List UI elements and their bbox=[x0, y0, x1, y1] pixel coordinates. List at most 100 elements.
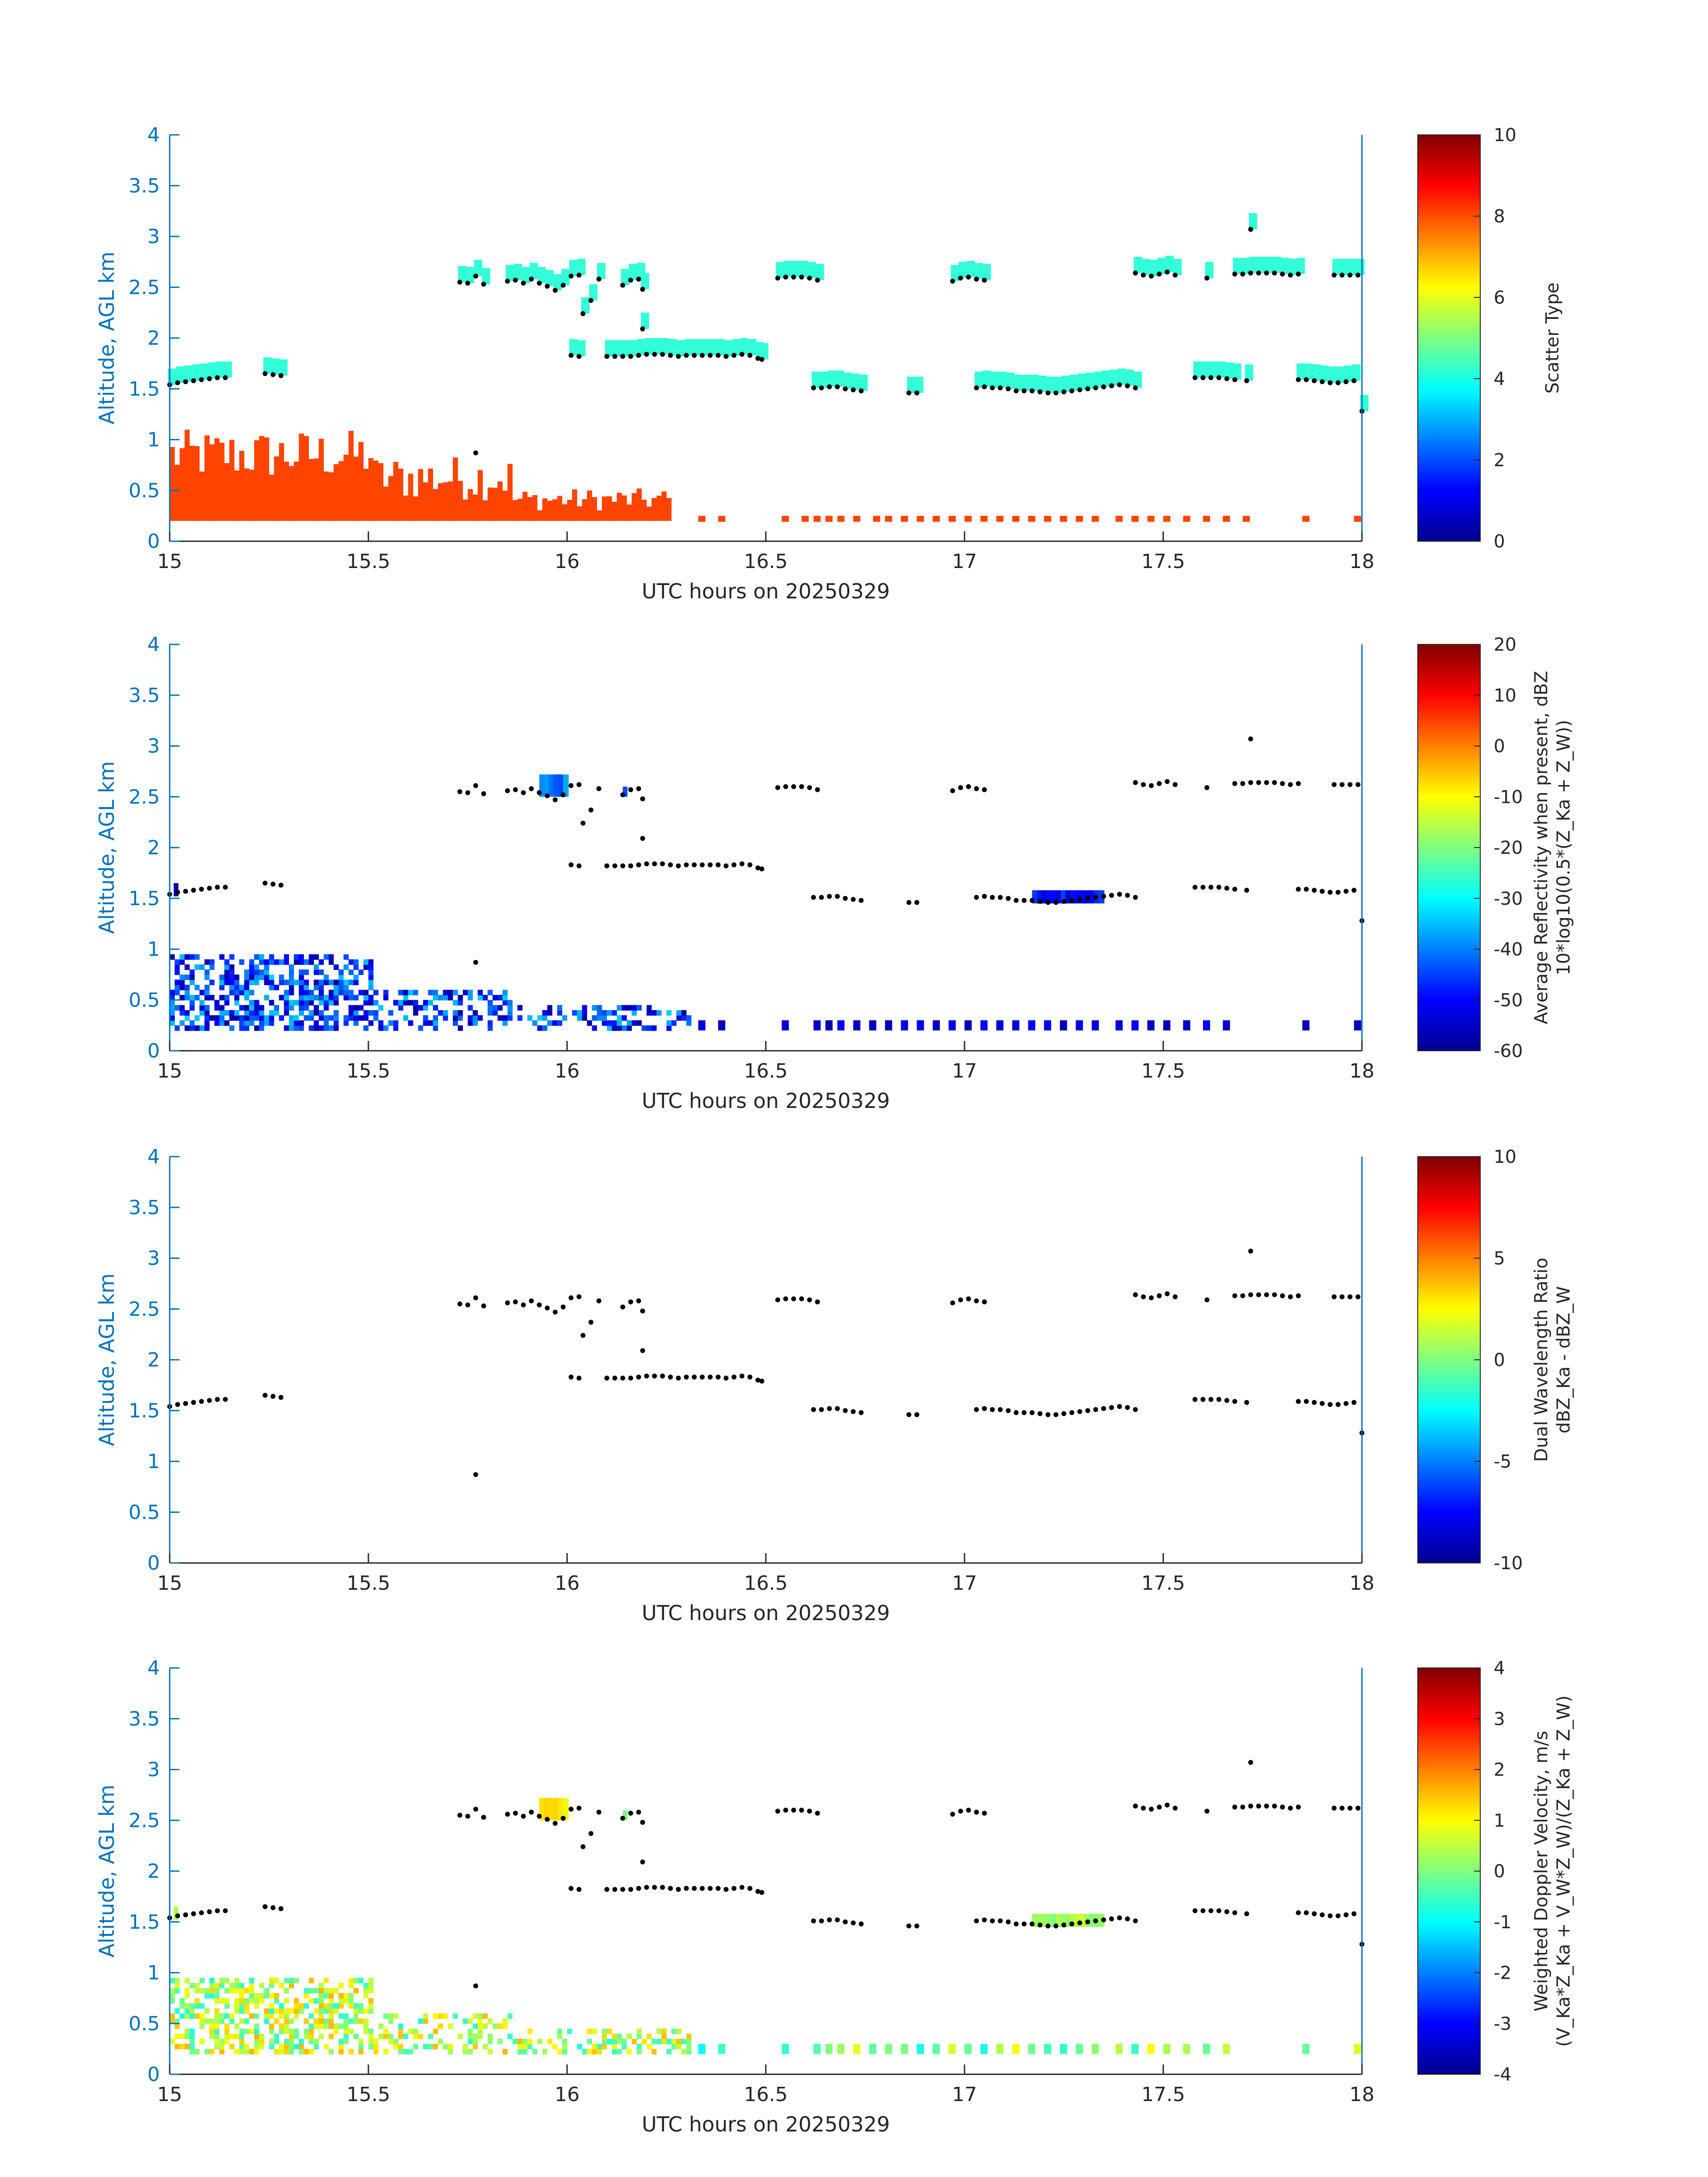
radar-cell bbox=[274, 1993, 280, 1999]
radar-cell bbox=[229, 1025, 234, 1031]
cloud-base-point bbox=[914, 1412, 919, 1417]
radar-cell bbox=[299, 979, 304, 986]
radar-cell bbox=[507, 2034, 513, 2039]
cloud-cell bbox=[1340, 259, 1349, 275]
x-tick-label: 15.5 bbox=[347, 550, 390, 573]
radar-cell bbox=[592, 2049, 597, 2055]
radar-cell bbox=[348, 1015, 354, 1021]
liquid-cell bbox=[175, 464, 180, 521]
cloud-base-point bbox=[707, 862, 713, 868]
cloud-cell bbox=[677, 340, 685, 356]
radar-cell bbox=[313, 2018, 319, 2024]
cloud-base-point bbox=[1336, 890, 1341, 895]
cloud-cell bbox=[1157, 258, 1166, 274]
radar-cell bbox=[199, 2013, 205, 2019]
radar-cell bbox=[592, 2028, 597, 2034]
radar-cell bbox=[309, 1000, 314, 1006]
radar-cell bbox=[343, 994, 349, 1001]
cloud-base-point bbox=[950, 1300, 955, 1306]
radar-cell bbox=[175, 1005, 180, 1011]
radar-cell bbox=[477, 2023, 483, 2029]
cloud-cell bbox=[907, 376, 916, 393]
cloud-base-point bbox=[1232, 1805, 1237, 1810]
radar-cell bbox=[269, 1993, 274, 1999]
liquid-cell bbox=[651, 498, 657, 521]
radar-cell bbox=[234, 1010, 240, 1016]
radar-cell bbox=[338, 2039, 344, 2044]
cloud-base-point bbox=[636, 862, 641, 868]
cloud-base-point bbox=[1347, 782, 1353, 787]
cloud-base-point bbox=[747, 1886, 752, 1891]
y-tick-label: 0 bbox=[147, 2063, 160, 2086]
radar-cell bbox=[289, 1025, 294, 1031]
cloud-base-point bbox=[1336, 1402, 1341, 1407]
liquid-cell bbox=[329, 472, 334, 521]
radar-cell bbox=[254, 954, 259, 960]
y-tick-label: 0.5 bbox=[129, 2012, 160, 2035]
radar-cell bbox=[383, 2013, 388, 2019]
radar-cell bbox=[279, 2028, 284, 2034]
radar-cell bbox=[289, 1977, 294, 1984]
y-tick-label: 0 bbox=[147, 1040, 160, 1062]
radar-cell bbox=[358, 969, 364, 975]
cloud-cell bbox=[1304, 363, 1313, 380]
radar-cell bbox=[398, 2034, 404, 2039]
radar-cell bbox=[656, 2028, 662, 2034]
colorbar-label: Average Reflectivity when present, dBZ bbox=[1531, 671, 1552, 1024]
cloud-cell bbox=[1038, 376, 1047, 392]
radar-cell bbox=[254, 974, 259, 980]
cloud-base-point bbox=[811, 894, 816, 900]
radar-cell bbox=[189, 1005, 195, 1011]
radar-cell bbox=[813, 2043, 821, 2054]
x-tick-label: 16 bbox=[555, 550, 580, 573]
radar-cell bbox=[175, 990, 180, 995]
liquid-cell bbox=[1012, 516, 1019, 522]
x-axis-label: UTC hours on 20250329 bbox=[642, 2112, 890, 2136]
cloud-base-point bbox=[1248, 227, 1253, 232]
radar-cell bbox=[189, 2028, 195, 2034]
radar-cell bbox=[309, 1998, 314, 2004]
cloud-cell bbox=[458, 266, 467, 282]
radar-cell bbox=[408, 1000, 413, 1006]
radar-cell bbox=[517, 2049, 523, 2055]
radar-cell bbox=[582, 1005, 587, 1011]
radar-cell bbox=[612, 2043, 617, 2050]
radar-cell bbox=[254, 2043, 259, 2050]
radar-cell bbox=[249, 969, 255, 975]
cloud-base-point bbox=[1101, 894, 1106, 899]
cloud-base-point bbox=[465, 790, 470, 795]
x-tick-label: 18 bbox=[1349, 1572, 1374, 1595]
cloud-base-point bbox=[1296, 781, 1301, 786]
radar-cell bbox=[622, 1015, 627, 1021]
radar-cell bbox=[408, 990, 413, 995]
cloud-base-point bbox=[1125, 383, 1130, 389]
radar-cell bbox=[398, 2028, 404, 2034]
radar-cell bbox=[448, 994, 453, 1001]
radar-cell bbox=[318, 1015, 324, 1021]
radar-cell bbox=[259, 1998, 264, 2004]
radar-cell bbox=[641, 1025, 647, 1031]
cloud-base-point bbox=[620, 283, 626, 288]
liquid-cell bbox=[825, 516, 833, 522]
radar-cell bbox=[418, 2034, 423, 2039]
cloud-cell bbox=[529, 263, 538, 280]
cloud-cell bbox=[1062, 376, 1071, 392]
radar-cell bbox=[214, 1998, 220, 2004]
cloud-base-point bbox=[799, 784, 804, 789]
colorbar-tick-label: 4 bbox=[1494, 1658, 1505, 1679]
colorbar-tick-label: 0 bbox=[1494, 736, 1505, 757]
cloud-base-point bbox=[1141, 272, 1146, 278]
radar-cell bbox=[219, 2018, 225, 2024]
radar-cell bbox=[279, 2043, 284, 2050]
liquid-cell bbox=[358, 442, 364, 521]
radar-cell bbox=[229, 2043, 234, 2050]
radar-cell bbox=[423, 2013, 428, 2019]
cloud-base-point bbox=[628, 863, 633, 869]
radar-cell bbox=[631, 1020, 637, 1026]
radar-cell bbox=[622, 1025, 627, 1031]
radar-cell bbox=[269, 1020, 274, 1026]
cloud-base-point bbox=[739, 1373, 745, 1379]
radar-cell bbox=[254, 2013, 259, 2019]
radar-cell bbox=[443, 1015, 448, 1021]
cloud-base-point bbox=[1053, 900, 1059, 905]
